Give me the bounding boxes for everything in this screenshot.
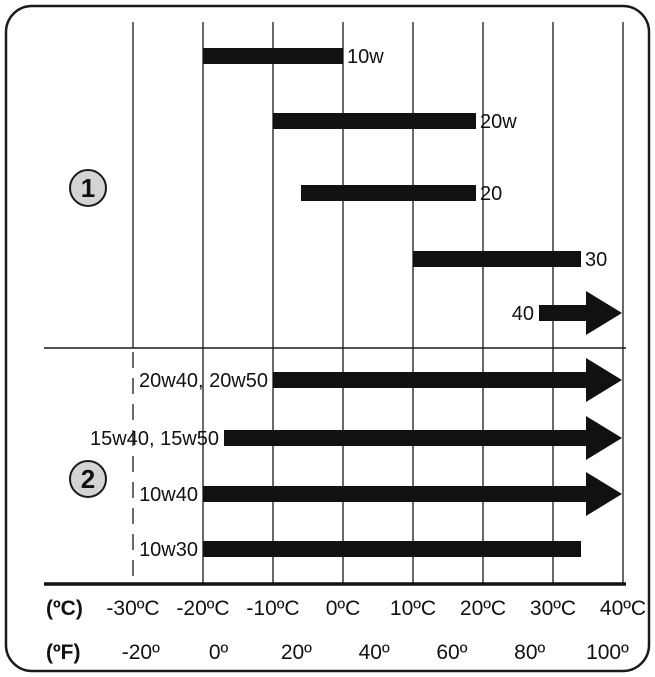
bar-15w40-15w50-label: 15w40, 15w50 [90,428,219,450]
bar-30 [413,251,581,267]
celsius-tick-10-c: -10ºC [246,597,299,620]
fahrenheit-tick-20: -20º [122,641,160,664]
section-marker-2-circle [69,460,107,498]
celsius-tick-10-c: 10ºC [390,597,436,620]
bar-20 [301,185,476,201]
bar-20w-label: 20w [480,111,517,133]
fahrenheit-tick-100: 100º [586,641,629,664]
bar-20-label: 20 [480,183,502,205]
bar-10w30-label: 10w30 [139,539,198,561]
fahrenheit-tick-80: 80º [514,641,545,664]
bar-30-label: 30 [585,249,607,271]
fahrenheit-tick-20: 20º [281,641,312,664]
fahrenheit-tick-labels: -20º 0º 20º 40º 60º 80º 100º [122,641,629,664]
bar-20w40-20w50 [273,358,622,402]
fahrenheit-tick-60: 60º [436,641,467,664]
bar-10w30 [203,541,581,557]
section-marker-2-label: 2 [81,464,95,494]
section-marker-1-label: 1 [81,173,95,203]
fahrenheit-tick-0: 0º [209,641,229,664]
bar-15w40-15w50 [224,416,622,460]
bar-20w40-20w50-label: 20w40, 20w50 [139,370,268,392]
celsius-tick-20-c: -20ºC [176,597,229,620]
bar-10w40 [203,472,622,516]
fahrenheit-unit-label: (ºF) [46,641,80,664]
section-markers: 12 [69,169,107,498]
chart-frame [4,4,651,673]
section-marker-1-circle [69,169,107,207]
bar-40-label: 40 [512,303,534,325]
celsius-tick-30-c: 30ºC [530,597,576,620]
bar-20w [273,113,476,129]
celsius-tick-0-c: 0ºC [326,597,361,620]
celsius-tick-labels: -30ºC -20ºC -10ºC 0ºC 10ºC 20ºC 30ºC 40ºC [106,597,646,620]
celsius-unit-label: (ºC) [46,597,83,620]
viscosity-bars: 10w 20w 20 30 40 20w40, 20w50 15w40, 15w50 10w4… [90,46,622,561]
celsius-tick-20-c: 20ºC [460,597,506,620]
bar-10w-label: 10w [347,46,384,68]
celsius-tick-30-c: -30ºC [106,597,159,620]
bar-10w40-label: 10w40 [139,484,198,506]
bar-10w [203,48,343,64]
celsius-tick-40-c: 40ºC [600,597,646,620]
fahrenheit-tick-40: 40º [359,641,390,664]
bar-40 [539,291,622,335]
